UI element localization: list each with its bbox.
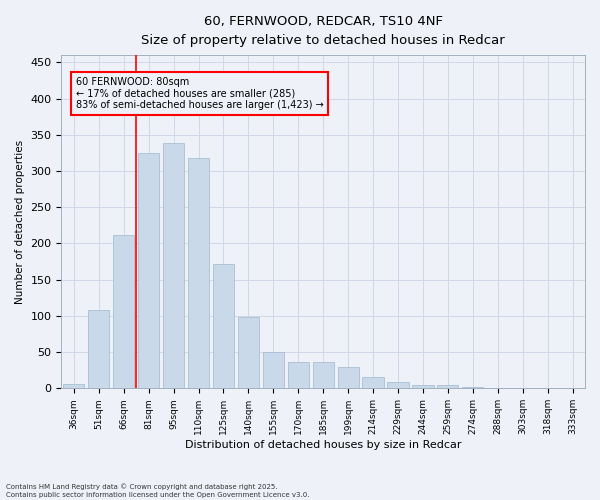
Bar — [362, 378, 383, 388]
Bar — [287, 362, 309, 388]
Bar — [163, 144, 184, 388]
Bar — [213, 264, 234, 388]
Bar — [313, 362, 334, 388]
Text: 60 FERNWOOD: 80sqm
← 17% of detached houses are smaller (285)
83% of semi-detach: 60 FERNWOOD: 80sqm ← 17% of detached hou… — [76, 77, 323, 110]
Y-axis label: Number of detached properties: Number of detached properties — [15, 140, 25, 304]
Bar — [388, 382, 409, 388]
Title: 60, FERNWOOD, REDCAR, TS10 4NF
Size of property relative to detached houses in R: 60, FERNWOOD, REDCAR, TS10 4NF Size of p… — [142, 15, 505, 47]
Bar — [138, 153, 159, 388]
Text: Contains HM Land Registry data © Crown copyright and database right 2025.
Contai: Contains HM Land Registry data © Crown c… — [6, 484, 310, 498]
Bar — [238, 316, 259, 388]
Bar — [113, 235, 134, 388]
Bar — [412, 384, 434, 388]
Bar — [63, 384, 85, 388]
Bar — [88, 310, 109, 388]
Bar — [437, 384, 458, 388]
Bar — [263, 352, 284, 389]
Bar — [338, 368, 359, 388]
Bar — [462, 387, 484, 388]
X-axis label: Distribution of detached houses by size in Redcar: Distribution of detached houses by size … — [185, 440, 461, 450]
Bar — [188, 158, 209, 388]
